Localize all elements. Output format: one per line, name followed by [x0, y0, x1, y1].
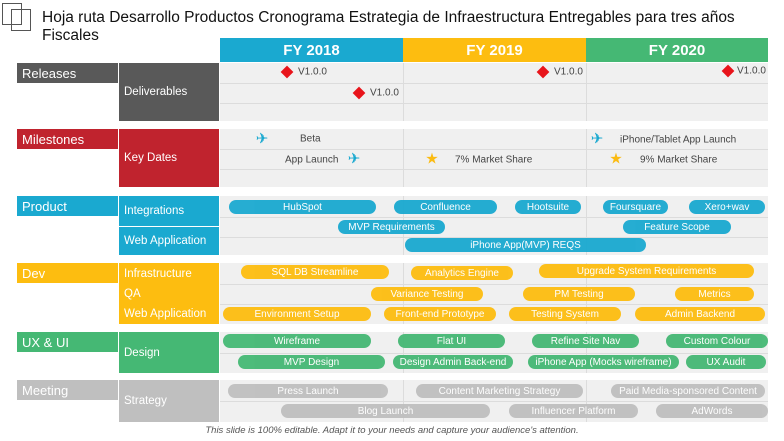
task-pill[interactable]: MVP Requirements	[338, 220, 445, 234]
task-pill[interactable]: PM Testing	[523, 287, 635, 301]
milestone-label: App Launch	[285, 154, 339, 166]
task-pill[interactable]: Feature Scope	[623, 220, 731, 234]
column-divider	[586, 332, 587, 373]
header-fy2019: FY 2019	[403, 38, 586, 62]
footer-note: This slide is 100% editable. Adapt it to…	[205, 425, 579, 436]
subcategory-label: Infrastructure	[119, 263, 219, 284]
column-divider	[586, 196, 587, 255]
task-pill[interactable]: Metrics	[675, 287, 754, 301]
section-label-product: Product	[17, 196, 118, 216]
column-divider	[586, 63, 587, 121]
row-divider	[220, 304, 768, 305]
task-pill[interactable]: Flat UI	[398, 334, 505, 348]
task-pill[interactable]: Wireframe	[223, 334, 371, 348]
milestone-label: 9% Market Share	[640, 154, 718, 166]
task-pill[interactable]: Confluence	[394, 200, 497, 214]
task-pill[interactable]: SQL DB Streamline	[241, 265, 389, 279]
task-pill[interactable]: Refine Site Nav	[532, 334, 639, 348]
task-pill[interactable]: Foursquare	[603, 200, 668, 214]
subcategory-label: Key Dates	[119, 129, 219, 187]
section-label-dev: Dev	[17, 263, 118, 283]
logo-icon	[2, 3, 22, 25]
subcategory-label: QA	[119, 284, 219, 304]
task-pill[interactable]: Analytics Engine	[411, 266, 513, 280]
task-pill[interactable]: Testing System	[509, 307, 621, 321]
task-pill[interactable]: iPhone App (Mocks wireframe)	[528, 355, 679, 369]
row-divider	[220, 237, 768, 238]
task-pill[interactable]: Content Marketing Strategy	[416, 384, 583, 398]
column-divider	[403, 63, 404, 121]
page-title: Hoja ruta Desarrollo Productos Cronogram…	[42, 9, 735, 44]
column-divider	[586, 380, 587, 422]
task-pill[interactable]: UX Audit	[686, 355, 766, 369]
column-divider	[586, 129, 587, 187]
column-divider	[403, 380, 404, 422]
star-icon: ★	[609, 150, 623, 168]
task-pill[interactable]: Upgrade System Requirements	[539, 264, 754, 278]
task-pill[interactable]: Press Launch	[228, 384, 388, 398]
column-divider	[403, 129, 404, 187]
task-pill[interactable]: HubSpot	[229, 200, 376, 214]
task-pill[interactable]: Blog Launch	[281, 404, 490, 418]
row-divider	[220, 169, 768, 170]
releases-band	[220, 63, 768, 121]
task-pill[interactable]: Influencer Platform	[509, 404, 638, 418]
header-fy2020: FY 2020	[586, 38, 768, 62]
milestone-label: Beta	[300, 133, 321, 145]
milestones-band	[220, 129, 768, 187]
task-pill[interactable]: AdWords	[656, 404, 768, 418]
task-pill[interactable]: Paid Media-sponsored Content	[611, 384, 765, 398]
row-divider	[220, 149, 768, 150]
section-label-releases: Releases	[17, 63, 118, 83]
release-label: V1.0.0	[737, 65, 766, 77]
star-icon: ★	[425, 150, 439, 168]
task-pill[interactable]: Custom Colour	[666, 334, 768, 348]
task-pill[interactable]: iPhone App(MVP) REQS	[405, 238, 646, 252]
subcategory-label: Web Application	[119, 304, 219, 324]
subcategory-label: Strategy	[119, 380, 219, 422]
task-pill[interactable]: MVP Design	[238, 355, 385, 369]
row-divider	[220, 217, 768, 218]
row-divider	[220, 353, 768, 354]
subcategory-label: Integrations	[119, 196, 219, 226]
release-label: V1.0.0	[370, 87, 399, 99]
subcategory-label: Design	[119, 332, 219, 373]
header-fy2018: FY 2018	[220, 38, 403, 62]
row-divider	[220, 284, 768, 285]
airplane-icon: ✈	[590, 130, 604, 148]
row-divider	[220, 401, 768, 402]
column-divider	[403, 332, 404, 373]
task-pill[interactable]: Variance Testing	[371, 287, 483, 301]
task-pill[interactable]: Front-end Prototype	[384, 307, 496, 321]
task-pill[interactable]: Hootsuite	[515, 200, 581, 214]
release-label: V1.0.0	[298, 66, 327, 78]
task-pill[interactable]: Xero+wav	[689, 200, 765, 214]
row-divider	[220, 83, 768, 84]
release-label: V1.0.0	[554, 66, 583, 78]
subcategory-label: Web Application	[119, 227, 219, 255]
subcategory-label: Deliverables	[119, 63, 219, 121]
task-pill[interactable]: Design Admin Back-end	[393, 355, 513, 369]
row-divider	[220, 103, 768, 104]
milestone-label: 7% Market Share	[455, 154, 533, 166]
task-pill[interactable]: Environment Setup	[223, 307, 371, 321]
airplane-icon: ✈	[255, 130, 269, 148]
section-label-milestones: Milestones	[17, 129, 118, 149]
section-label-meeting: Meeting	[17, 380, 118, 400]
milestone-label: iPhone/Tablet App Launch	[620, 134, 737, 146]
task-pill[interactable]: Admin Backend	[635, 307, 765, 321]
airplane-icon: ✈	[347, 150, 361, 168]
logo-icon	[11, 9, 31, 31]
section-label-ux: UX & UI	[17, 332, 118, 352]
